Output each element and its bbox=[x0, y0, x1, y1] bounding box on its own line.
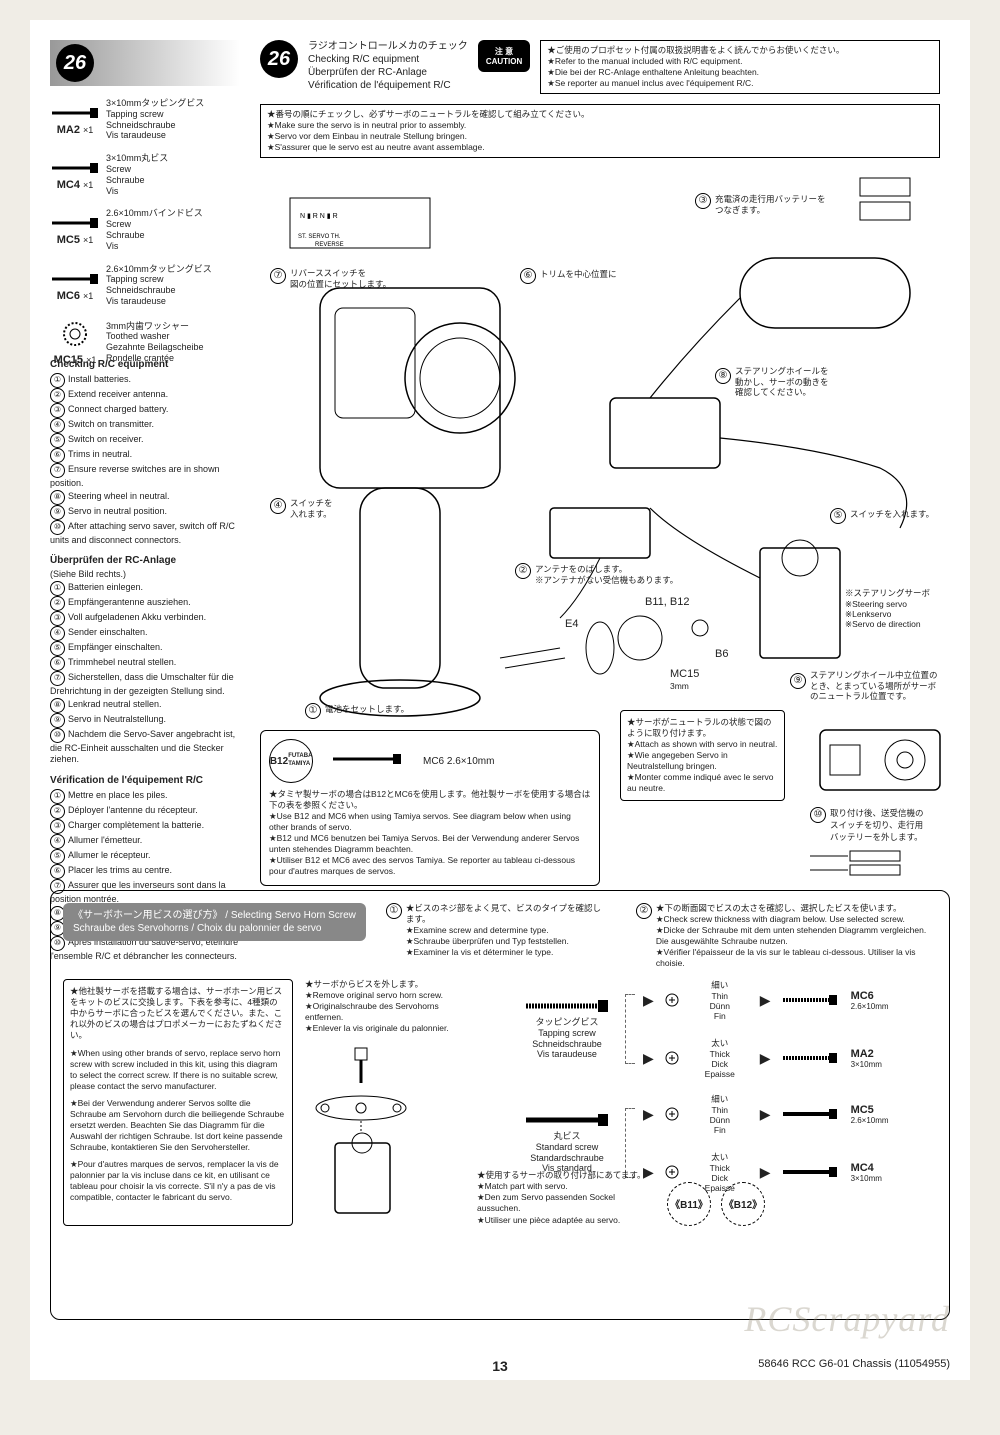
label-mc15: MC15 bbox=[670, 668, 699, 681]
bottom-mid: ★サーボからビスを外します。★Remove original servo hor… bbox=[305, 979, 465, 1225]
callout-10: ⑩ bbox=[810, 807, 826, 823]
title-jp: ラジオコントロールメカのチェック bbox=[308, 40, 468, 53]
esc-diagram: ⑩ 取り付け後、送受信機の スイッチを切り、走行用 バッテリーを外します。 bbox=[810, 720, 950, 840]
main-diagram-area: 26 ラジオコントロールメカのチェック Checking R/C equipme… bbox=[260, 40, 940, 728]
instr-en-list: Install batteries.Extend receiver antenn… bbox=[50, 373, 240, 546]
instr-en-title: Checking R/C equipment bbox=[50, 358, 240, 371]
caution-icon: 注 意 CAUTION bbox=[478, 40, 530, 72]
servo-neutral-box: ★サーボがニュートラルの状態で図のように取り付けます。★Attach as sh… bbox=[620, 710, 785, 801]
parts-header: 26 bbox=[50, 40, 240, 86]
bottom-header: 《サーボホーン用ビスの選び方》 / Selecting Servo Horn S… bbox=[63, 903, 366, 941]
bottom-left-notes: ★他社製サーボを搭載する場合は、サーボホーン用ビスをキットのビスに交換します。下… bbox=[63, 979, 293, 1225]
parts-list: 26 MA2 ×1 3×10mmタッピングビスTapping screwSchn… bbox=[50, 40, 240, 378]
label-e4: E4 bbox=[565, 618, 578, 631]
step-badge-small: 26 bbox=[56, 44, 94, 82]
title-en: Checking R/C equipment bbox=[308, 53, 468, 66]
label-2: アンテナをのばします。 ※アンテナがない受信機もあります。 bbox=[535, 564, 678, 584]
instr-de-sub: (Siehe Bild rechts.) bbox=[50, 569, 240, 581]
label-mc15-size: 3mm bbox=[670, 681, 689, 691]
intro-notes: ★番号の順にチェックし、必ずサーボのニュートラルを確認して組み立てください。★M… bbox=[260, 104, 940, 158]
part-row: MC4 ×1 3×10mm丸ビスScrewSchraubeVis bbox=[50, 153, 240, 196]
step-badge-main: 26 bbox=[260, 40, 298, 78]
bottom-step2-num: ② bbox=[636, 903, 652, 919]
title-fr: Vérification de l'équipement R/C bbox=[308, 79, 468, 92]
label-8: ステアリングホイールを 動かし、サーボの動きを 確認してください。 bbox=[735, 366, 829, 397]
svg-text:REVERSE: REVERSE bbox=[315, 242, 344, 248]
footer-code: 58646 RCC G6-01 Chassis (11054955) bbox=[758, 1358, 950, 1370]
title-de: Überprüfen der RC-Anlage bbox=[308, 66, 468, 79]
instructions-block: Checking R/C equipment Install batteries… bbox=[50, 350, 240, 963]
bottom-section: 《サーボホーン用ビスの選び方》 / Selecting Servo Horn S… bbox=[50, 890, 950, 1320]
label-5: スイッチを入れます。 bbox=[850, 509, 934, 519]
title-block: 26 ラジオコントロールメカのチェック Checking R/C equipme… bbox=[260, 40, 940, 94]
part-row: MA2 ×1 3×10mmタッピングビスTapping screwSchneid… bbox=[50, 98, 240, 141]
label-9: ステアリングホイール中立位置の とき、とまっている場所がサーボ のニュートラル位… bbox=[810, 670, 940, 701]
b12-circle-bottom: 《B12》 bbox=[721, 1182, 765, 1226]
b12-box: B12FUTABA TAMIYA MC6 2.6×10mm ★タミヤ製サーボの場… bbox=[260, 730, 600, 886]
watermark: RCScrapyard bbox=[744, 1298, 950, 1340]
label-10: 取り付け後、送受信機の スイッチを切り、走行用 バッテリーを外します。 bbox=[830, 807, 924, 843]
label-b6: B6 bbox=[715, 648, 728, 661]
instr-fr-title: Vérification de l'équipement R/C bbox=[50, 774, 240, 787]
instr-de-title: Überprüfen der RC-Anlage bbox=[50, 554, 240, 567]
label-6: トリムを中心位置に bbox=[540, 269, 617, 279]
page-number: 13 bbox=[492, 1358, 508, 1374]
part-row: MC5 ×1 2.6×10mmバインドビスScrewSchraubeVis bbox=[50, 208, 240, 251]
bottom-match: ★使用するサーボの取り付け部にあてます。★Match part with ser… bbox=[477, 1170, 657, 1225]
svg-text:ST. SERVO TH.: ST. SERVO TH. bbox=[298, 234, 341, 240]
bottom-step2: ★下の断面図でビスの太さを確認し、選択したビスを使います。★Check scre… bbox=[656, 903, 936, 969]
label-servo: ※ステアリングサーボ ※Steering servo ※Lenkservo ※S… bbox=[845, 588, 930, 629]
label-3: 充電済の走行用バッテリーを つなぎます。 bbox=[715, 194, 826, 214]
label-4: スイッチを 入れます。 bbox=[290, 498, 333, 518]
bottom-step1-num: ① bbox=[386, 903, 402, 919]
bottom-right: タッピングビスTapping screwSchneidschraubeVis t… bbox=[477, 979, 937, 1225]
footer: 13 58646 RCC G6-01 Chassis (11054955) bbox=[50, 1358, 950, 1370]
svg-text:N ▮ R N ▮ R: N ▮ R N ▮ R bbox=[300, 213, 338, 220]
b12-circle: B12FUTABA TAMIYA bbox=[269, 739, 313, 783]
mc6-label: MC6 2.6×10mm bbox=[423, 755, 494, 768]
part-row: MC6 ×1 2.6×10mmタッピングビスTapping screwSchne… bbox=[50, 264, 240, 307]
bottom-step1: ★ビスのネジ部をよく見て、ビスのタイプを確認します。★Examine screw… bbox=[406, 903, 606, 969]
diagram-svg: N ▮ R N ▮ R ST. SERVO TH. REVERSE bbox=[260, 168, 940, 728]
label-7: リバーススイッチを 図の位置にセットします。 bbox=[290, 268, 391, 288]
wiring-diagram: N ▮ R N ▮ R ST. SERVO TH. REVERSE bbox=[260, 168, 940, 728]
screw-icon bbox=[333, 752, 403, 769]
b11-circle: 《B11》 bbox=[667, 1182, 711, 1226]
caution-notes: ★ご使用のプロポセット付属の取扱説明書をよく読んでからお使いください。★Refe… bbox=[540, 40, 940, 94]
instr-de-list: Batterien einlegen.Empfängerantenne ausz… bbox=[50, 581, 240, 766]
label-b11b12: B11, B12 bbox=[645, 596, 689, 609]
label-1: 電池をセットします。 bbox=[325, 704, 409, 714]
title-texts: ラジオコントロールメカのチェック Checking R/C equipment … bbox=[308, 40, 468, 92]
